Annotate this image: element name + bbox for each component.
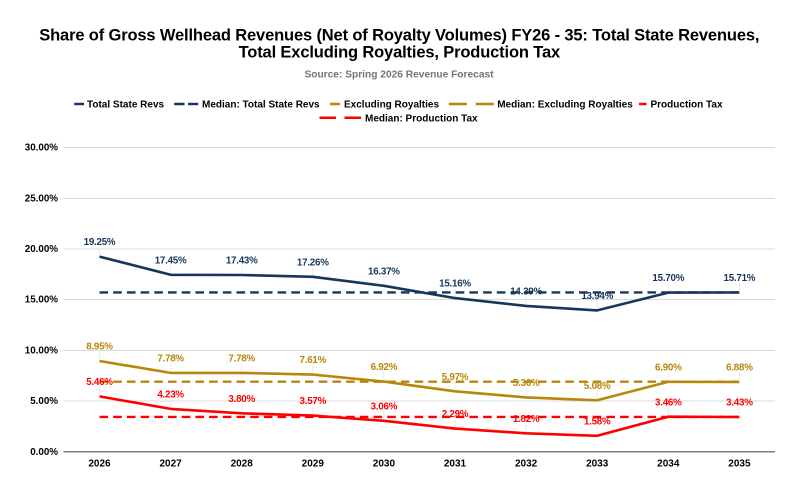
svg-text:Share of Gross Wellhead Revenu: Share of Gross Wellhead Revenues (Net of…	[39, 27, 759, 45]
svg-text:Excluding Royalties: Excluding Royalties	[344, 100, 439, 111]
svg-text:2029: 2029	[302, 459, 325, 470]
svg-text:1.58%: 1.58%	[584, 416, 611, 427]
svg-text:1.82%: 1.82%	[513, 414, 540, 425]
svg-text:3.57%: 3.57%	[300, 396, 327, 407]
svg-text:3.06%: 3.06%	[371, 401, 398, 412]
svg-text:6.88%: 6.88%	[726, 363, 753, 374]
svg-text:3.80%: 3.80%	[228, 394, 255, 405]
svg-text:5.46%: 5.46%	[86, 377, 113, 388]
svg-text:2030: 2030	[373, 459, 396, 470]
svg-text:7.78%: 7.78%	[228, 354, 255, 365]
svg-text:17.43%: 17.43%	[226, 256, 258, 267]
svg-text:2.29%: 2.29%	[442, 409, 469, 420]
svg-text:8.95%: 8.95%	[86, 342, 113, 353]
svg-text:17.45%: 17.45%	[155, 255, 187, 266]
svg-text:2032: 2032	[515, 459, 538, 470]
svg-text:2033: 2033	[586, 459, 609, 470]
svg-text:3.46%: 3.46%	[655, 397, 682, 408]
svg-text:Median: Production Tax: Median: Production Tax	[365, 113, 478, 124]
svg-text:10.00%: 10.00%	[25, 345, 59, 356]
svg-text:Production Tax: Production Tax	[651, 100, 723, 111]
svg-text:15.00%: 15.00%	[25, 295, 59, 306]
svg-text:2027: 2027	[159, 459, 182, 470]
svg-text:4.23%: 4.23%	[157, 390, 184, 401]
svg-text:2035: 2035	[728, 459, 751, 470]
svg-text:5.36%: 5.36%	[513, 378, 540, 389]
svg-text:Median: Excluding Royalties: Median: Excluding Royalties	[497, 100, 633, 111]
svg-text:3.43%: 3.43%	[726, 398, 753, 409]
svg-text:16.37%: 16.37%	[368, 266, 400, 277]
svg-text:0.00%: 0.00%	[30, 447, 58, 458]
svg-text:15.16%: 15.16%	[439, 279, 471, 290]
svg-text:Source: Spring 2026 Revenue Fo: Source: Spring 2026 Revenue Forecast	[304, 70, 494, 81]
svg-text:7.78%: 7.78%	[157, 354, 184, 365]
svg-text:7.61%: 7.61%	[300, 355, 327, 366]
svg-text:2028: 2028	[231, 459, 254, 470]
svg-text:2031: 2031	[444, 459, 467, 470]
svg-text:20.00%: 20.00%	[25, 244, 59, 255]
svg-text:25.00%: 25.00%	[25, 193, 59, 204]
svg-text:5.97%: 5.97%	[442, 372, 469, 383]
svg-text:17.26%: 17.26%	[297, 257, 329, 268]
svg-text:13.94%: 13.94%	[581, 291, 613, 302]
svg-text:14.39%: 14.39%	[510, 287, 542, 298]
svg-text:5.00%: 5.00%	[30, 396, 58, 407]
svg-text:6.90%: 6.90%	[655, 362, 682, 373]
svg-text:30.00%: 30.00%	[25, 143, 59, 154]
svg-text:Total Excluding Royalties, Pro: Total Excluding Royalties, Production Ta…	[239, 44, 561, 62]
svg-text:19.25%: 19.25%	[84, 237, 116, 248]
svg-text:5.08%: 5.08%	[584, 381, 611, 392]
svg-text:15.70%: 15.70%	[652, 273, 684, 284]
svg-text:15.71%: 15.71%	[724, 273, 756, 284]
svg-text:6.92%: 6.92%	[371, 362, 398, 373]
svg-text:Median: Total State Revs: Median: Total State Revs	[202, 100, 320, 111]
svg-text:Total State Revs: Total State Revs	[87, 100, 164, 111]
svg-text:2034: 2034	[657, 459, 680, 470]
svg-text:2026: 2026	[88, 459, 111, 470]
